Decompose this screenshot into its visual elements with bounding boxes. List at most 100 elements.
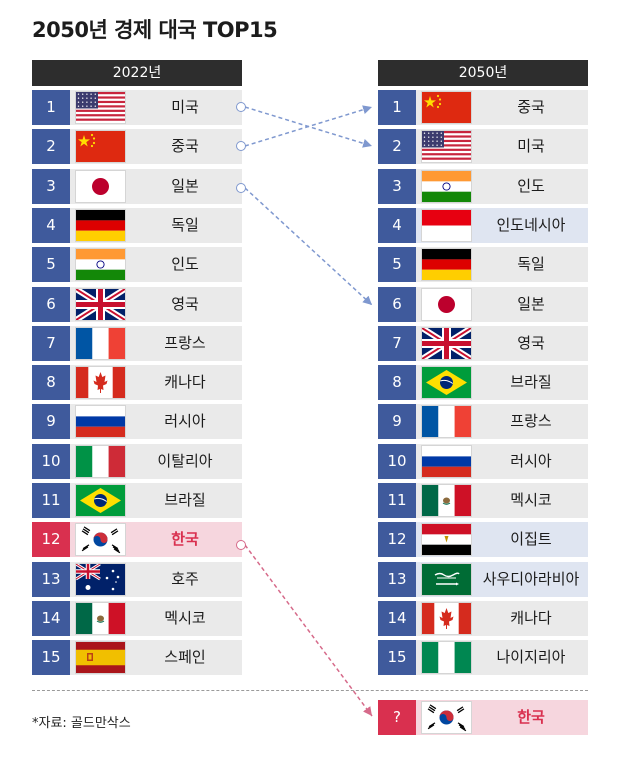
ranking-row: 15 스페인 [32, 640, 242, 676]
country-name: 미국 [517, 137, 545, 156]
australia-flag [76, 563, 125, 595]
connector-dot [236, 183, 246, 193]
rank-badge: 13 [32, 561, 70, 597]
rank-badge: 10 [32, 443, 70, 479]
rank-badge: 3 [378, 168, 416, 204]
country-name: 러시아 [164, 412, 206, 431]
country-name: 중국 [171, 137, 199, 156]
country-name: 러시아 [510, 451, 552, 470]
russia-flag [76, 406, 125, 438]
rank-badge: 12 [378, 522, 416, 558]
rank-badge: 6 [378, 286, 416, 322]
rank-badge: 1 [378, 90, 416, 125]
rank-badge: 14 [378, 600, 416, 636]
country-name: 캐나다 [510, 608, 552, 627]
rank-badge: 11 [32, 483, 70, 518]
ranking-row: 11 멕시코 [378, 483, 588, 518]
country-name: 나이지리아 [496, 648, 566, 667]
ranking-row: 10 러시아 [378, 443, 588, 479]
ranking-row: 5 인도 [32, 247, 242, 283]
source-note: *자료: 골드만삭스 [32, 716, 131, 731]
nigeria-flag [422, 642, 471, 674]
china-flag [422, 92, 471, 123]
country-name: 일본 [171, 176, 199, 195]
canada-flag [422, 602, 471, 634]
rank-badge: 7 [32, 325, 70, 361]
country-name: 독일 [517, 255, 545, 274]
rank-badge: 2 [378, 129, 416, 165]
rank-badge: 14 [32, 600, 70, 636]
korea-2050-row: ? 한국 [378, 700, 588, 735]
country-name: 한국 [171, 530, 199, 549]
ranking-row: 13 사우디아라비아 [378, 561, 588, 597]
ranking-row: 6 영국 [32, 286, 242, 322]
korea-flag [76, 524, 125, 556]
ranking-row: 8 브라질 [378, 365, 588, 401]
rank-badge: 8 [32, 365, 70, 401]
us-flag [422, 131, 471, 163]
arrow-japan-3-to-6 [244, 187, 373, 306]
russia-flag [422, 445, 471, 477]
ranking-row: 12 한국 [32, 522, 242, 558]
mexico-flag [422, 485, 471, 516]
ranking-row: 7 영국 [378, 325, 588, 361]
ranking-row: 3 인도 [378, 168, 588, 204]
country-name: 중국 [517, 98, 545, 116]
italy-flag [76, 445, 125, 477]
ranking-row: 13 호주 [32, 561, 242, 597]
ranking-row: 8 캐나다 [32, 365, 242, 401]
ranking-row: 2 미국 [378, 129, 588, 165]
country-name: 이집트 [510, 530, 552, 549]
rank-badge: ? [378, 700, 416, 735]
canada-flag [76, 367, 125, 399]
ranking-row: 1 미국 [32, 90, 242, 125]
country-name: 영국 [517, 333, 545, 352]
korea-flag [422, 702, 471, 733]
country-name: 스페인 [164, 648, 206, 667]
connector-dot [236, 141, 246, 151]
country-name: 프랑스 [164, 333, 206, 352]
country-name: 영국 [171, 294, 199, 313]
country-name: 인도 [517, 176, 545, 195]
egypt-flag [422, 524, 471, 556]
country-name: 캐나다 [164, 373, 206, 392]
france-flag [76, 327, 125, 359]
rank-badge: 6 [32, 286, 70, 322]
country-name: 미국 [171, 98, 199, 116]
rank-badge: 4 [32, 207, 70, 243]
ranking-row: 12 이집트 [378, 522, 588, 558]
rank-badge: 15 [378, 640, 416, 676]
rank-badge: 2 [32, 129, 70, 165]
ranking-row: 7 프랑스 [32, 325, 242, 361]
ranking-row: 6 일본 [378, 286, 588, 322]
japan-flag [422, 288, 471, 320]
us-flag [76, 92, 125, 123]
country-name: 브라질 [164, 491, 206, 509]
ranking-row: 11 브라질 [32, 483, 242, 518]
rank-badge: 7 [378, 325, 416, 361]
rank-badge: 5 [378, 247, 416, 283]
arrow-korea-12-to-unranked [244, 544, 373, 717]
rank-badge: 10 [378, 443, 416, 479]
spain-flag [76, 642, 125, 674]
divider [32, 690, 588, 691]
country-name: 한국 [517, 708, 545, 726]
indonesia-flag [422, 209, 471, 241]
rank-badge: 1 [32, 90, 70, 125]
uk-flag [76, 288, 125, 320]
uk-flag [422, 327, 471, 359]
page-title: 2050년 경제 대국 TOP15 [32, 18, 278, 42]
germany-flag [76, 209, 125, 241]
rank-badge: 12 [32, 522, 70, 558]
mexico-flag [76, 602, 125, 634]
country-name: 멕시코 [510, 491, 552, 509]
country-name: 인도네시아 [496, 215, 566, 234]
rank-badge: 9 [32, 404, 70, 440]
india-flag [76, 249, 125, 281]
brazil-flag [422, 367, 471, 399]
ranking-row: 14 캐나다 [378, 600, 588, 636]
rank-badge: 8 [378, 365, 416, 401]
japan-flag [76, 170, 125, 202]
country-name: 프랑스 [510, 412, 552, 431]
